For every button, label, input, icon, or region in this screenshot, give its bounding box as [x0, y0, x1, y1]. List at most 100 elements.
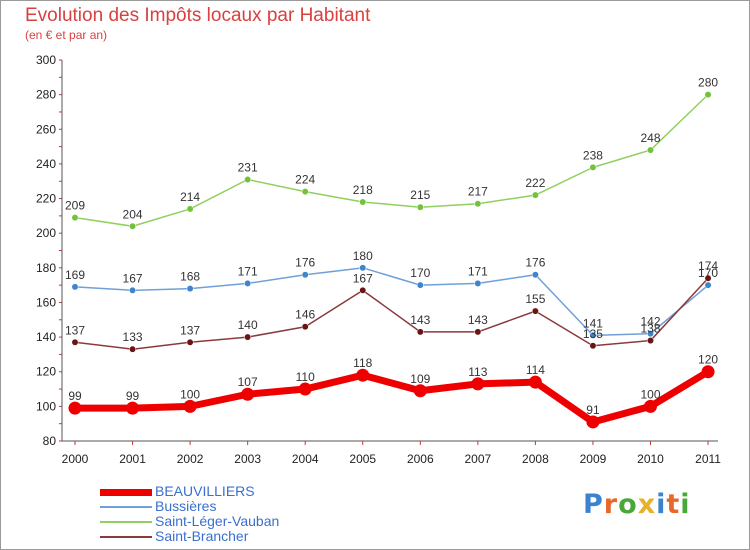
- data-label: 176: [295, 256, 315, 270]
- data-point: [71, 338, 79, 346]
- proxiti-logo: Proxiti: [583, 489, 691, 520]
- chart-axes: 80 100 120 140 160 180 200 220 240 260 280 300 2000 2…: [36, 53, 721, 466]
- data-label: 280: [698, 76, 718, 90]
- legend-swatch: [100, 489, 152, 496]
- data-label: 218: [353, 183, 373, 197]
- data-point: [416, 281, 424, 289]
- data-label: 171: [238, 264, 258, 278]
- data-label: 135: [583, 327, 603, 341]
- y-tick-label: 260: [36, 122, 56, 136]
- data-point: [68, 401, 82, 415]
- data-label: 141: [583, 316, 603, 330]
- x-tick-label: 2006: [407, 452, 434, 466]
- data-point: [701, 365, 715, 379]
- x-tick-label: 2004: [292, 452, 319, 466]
- data-label: 168: [180, 270, 200, 284]
- data-point: [704, 91, 712, 99]
- data-point: [129, 286, 137, 294]
- data-point: [531, 307, 539, 315]
- data-label: 114: [526, 363, 545, 377]
- chart-title: Evolution des Impôts locaux par Habitant: [25, 5, 371, 26]
- data-label: 91: [586, 403, 600, 417]
- series-layer: [68, 91, 715, 429]
- x-tick-label: 2002: [177, 452, 204, 466]
- series-saint-brancher: [71, 274, 712, 353]
- data-point: [474, 279, 482, 287]
- x-tick-label: 2011: [695, 452, 721, 466]
- legend-swatch: [100, 536, 152, 538]
- data-label: 167: [353, 271, 373, 285]
- data-point: [589, 342, 597, 350]
- data-point: [704, 274, 712, 282]
- data-label: 109: [410, 372, 430, 386]
- y-tick-label: 280: [36, 88, 56, 102]
- data-label: 110: [296, 370, 315, 384]
- data-label: 137: [65, 323, 85, 337]
- data-label: 204: [123, 207, 143, 221]
- x-tick-label: 2005: [349, 452, 376, 466]
- data-point: [474, 200, 482, 208]
- data-label: 238: [583, 148, 603, 162]
- data-label: 174: [698, 259, 718, 273]
- data-label: 222: [525, 176, 545, 190]
- data-point: [186, 338, 194, 346]
- data-label: 217: [468, 185, 488, 199]
- chart-subtitle: (en € et par an): [25, 28, 108, 42]
- data-label: 176: [525, 256, 545, 270]
- line-chart: 80 100 120 140 160 180 200 220 240 260 280 300 2000 2…: [36, 53, 721, 466]
- data-point: [301, 271, 309, 279]
- data-point: [416, 328, 424, 336]
- data-point: [356, 368, 370, 382]
- data-point: [359, 198, 367, 206]
- data-label: 133: [123, 330, 143, 344]
- data-point: [301, 188, 309, 196]
- y-tick-label: 100: [36, 399, 56, 413]
- legend-swatch: [100, 506, 152, 508]
- legend-swatch: [100, 521, 152, 523]
- y-tick-label: 160: [36, 295, 56, 309]
- series-line: [74, 93, 709, 228]
- data-labels-layer: 209 204 214 231 224 218 215 217 222 238 248 280 169 1…: [65, 76, 718, 417]
- data-label: 248: [640, 131, 660, 145]
- series-saint-leger-vauban: [71, 91, 712, 230]
- data-label: 180: [353, 249, 373, 263]
- y-tick-label: 220: [36, 192, 56, 206]
- y-tick-label: 240: [36, 157, 56, 171]
- series-bussieres: [71, 264, 712, 339]
- data-label: 170: [698, 266, 718, 280]
- data-label: 100: [640, 387, 660, 401]
- legend-label: Bussières: [155, 498, 217, 514]
- legend-label: BEAUVILLIERS: [155, 483, 255, 499]
- data-label: 171: [468, 264, 488, 278]
- data-label: 143: [410, 313, 430, 327]
- data-point: [528, 375, 542, 389]
- y-tick-label: 200: [36, 226, 56, 240]
- data-point: [531, 271, 539, 279]
- data-label: 118: [353, 356, 372, 370]
- data-point: [186, 205, 194, 213]
- data-label: 214: [180, 190, 200, 204]
- x-tick-label: 2010: [637, 452, 664, 466]
- data-label: 167: [123, 271, 143, 285]
- data-label: 224: [295, 173, 315, 187]
- data-point: [359, 264, 367, 272]
- data-label: 120: [698, 353, 718, 367]
- x-tick-label: 2000: [62, 452, 89, 466]
- x-tick-label: 2008: [522, 452, 549, 466]
- data-point: [704, 281, 712, 289]
- data-label: 107: [238, 375, 258, 389]
- y-tick-label: 140: [36, 330, 56, 344]
- data-label: 142: [640, 315, 660, 329]
- data-label: 137: [180, 323, 200, 337]
- data-point: [241, 387, 255, 401]
- data-label: 215: [410, 188, 430, 202]
- data-point: [589, 331, 597, 339]
- data-point: [298, 382, 312, 396]
- data-point: [644, 399, 657, 413]
- y-tick-label: 120: [36, 365, 56, 379]
- data-point: [474, 328, 482, 336]
- data-label: 143: [468, 313, 488, 327]
- data-point: [359, 286, 367, 294]
- data-label: 100: [180, 387, 200, 401]
